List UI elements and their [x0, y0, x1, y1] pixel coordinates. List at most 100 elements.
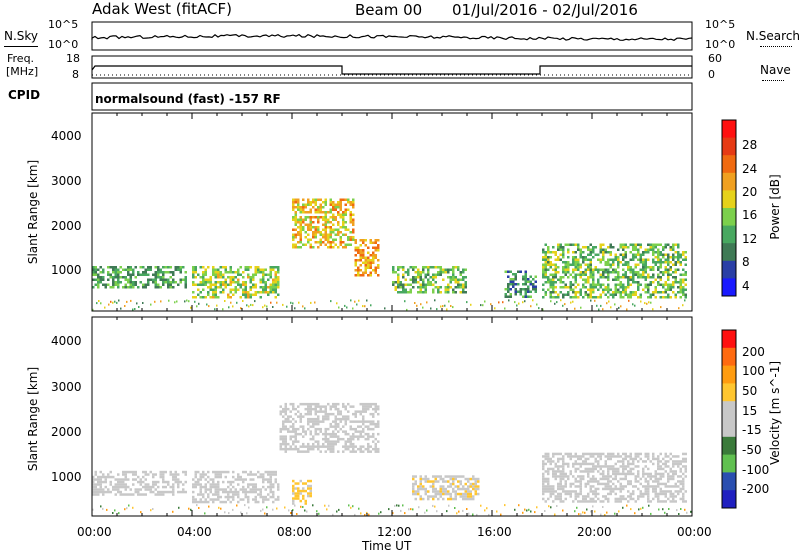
heatmap-cell	[577, 467, 580, 471]
heatmap-cell	[449, 276, 452, 279]
heatmap-cell	[677, 490, 680, 493]
heatmap-cell	[514, 290, 517, 293]
heatmap-cell	[399, 291, 402, 294]
heatmap-cell	[657, 467, 660, 471]
heatmap-cell	[259, 268, 262, 271]
heatmap-cell	[594, 253, 597, 256]
heatmap-cell	[109, 286, 112, 289]
heatmap-cell	[237, 475, 240, 479]
heatmap-cell	[314, 198, 317, 201]
heatmap-cell	[577, 457, 580, 461]
heatmap-cell	[674, 470, 677, 473]
heatmap-cell	[609, 251, 612, 254]
heatmap-cell	[572, 263, 575, 266]
heatmap-cell	[357, 251, 360, 254]
heatmap-cell	[657, 281, 660, 284]
heatmap-cell	[544, 266, 547, 269]
heatmap-cell	[97, 278, 100, 281]
heatmap-cell	[304, 203, 307, 206]
heatmap-cell	[599, 477, 602, 481]
heatmap-cell	[162, 271, 165, 274]
freq-left-tick-top: 18	[66, 52, 80, 65]
ground-scatter-cell	[484, 300, 486, 303]
heatmap-cell	[564, 263, 567, 266]
heatmap-cell	[282, 425, 285, 428]
heatmap-cell	[277, 286, 280, 289]
heatmap-cell	[599, 268, 602, 271]
heatmap-cell	[344, 213, 347, 216]
heatmap-cell	[637, 465, 640, 468]
ground-scatter-cell	[188, 507, 190, 510]
heatmap-cell	[184, 281, 187, 284]
heatmap-cell	[534, 290, 537, 293]
heatmap-cell	[359, 274, 362, 277]
ground-scatter-cell	[542, 308, 544, 311]
heatmap-cell	[194, 483, 197, 486]
heatmap-cell	[327, 432, 330, 436]
heatmap-cell	[317, 402, 320, 406]
heatmap-cell	[432, 485, 435, 488]
heatmap-cell	[559, 243, 562, 246]
heatmap-cell	[372, 435, 375, 438]
heatmap-cell	[257, 271, 260, 274]
heatmap-cell	[314, 201, 317, 204]
heatmap-cell	[159, 278, 162, 281]
heatmap-cell	[544, 462, 547, 466]
heatmap-cell	[322, 432, 325, 436]
heatmap-cell	[254, 485, 257, 489]
heatmap-cell	[314, 203, 317, 206]
heatmap-cell	[214, 473, 217, 476]
heatmap-cell	[627, 462, 630, 466]
heatmap-cell	[562, 490, 565, 493]
heatmap-cell	[619, 490, 622, 493]
heatmap-cell	[619, 485, 622, 488]
heatmap-cell	[149, 266, 152, 269]
heatmap-cell	[217, 495, 220, 499]
heatmap-cell	[664, 283, 667, 286]
heatmap-cell	[349, 211, 352, 214]
heatmap-cell	[244, 488, 247, 491]
heatmap-cell	[299, 246, 302, 249]
heatmap-cell	[477, 485, 480, 488]
heatmap-cell	[179, 480, 182, 484]
heatmap-cell	[612, 271, 615, 274]
heatmap-cell	[107, 490, 110, 494]
heatmap-cell	[92, 493, 95, 496]
heatmap-cell	[352, 228, 355, 231]
heatmap-cell	[647, 452, 650, 456]
heatmap-cell	[114, 281, 117, 284]
heatmap-cell	[302, 445, 305, 448]
heatmap-cell	[554, 273, 557, 276]
heatmap-cell	[262, 473, 265, 476]
heatmap-cell	[134, 478, 137, 481]
heatmap-cell	[559, 253, 562, 256]
heatmap-cell	[414, 278, 417, 281]
heatmap-cell	[564, 492, 567, 496]
heatmap-cell	[297, 405, 300, 408]
heatmap-cell	[607, 291, 610, 294]
heatmap-cell	[589, 490, 592, 493]
heatmap-cell	[614, 286, 617, 289]
heatmap-cell	[144, 493, 147, 496]
heatmap-cell	[667, 283, 670, 286]
heatmap-cell	[624, 291, 627, 294]
heatmap-cell	[654, 296, 657, 299]
heatmap-cell	[369, 239, 372, 242]
heatmap-cell	[242, 288, 245, 291]
heatmap-cell	[294, 221, 297, 224]
heatmap-cell	[639, 261, 642, 264]
heatmap-cell	[297, 487, 300, 490]
heatmap-cell	[307, 487, 310, 490]
heatmap-cell	[287, 420, 290, 423]
heatmap-cell	[669, 286, 672, 289]
heatmap-cell	[129, 266, 132, 269]
ground-scatter-cell	[590, 510, 592, 513]
heatmap-cell	[279, 437, 282, 441]
heatmap-cell	[607, 278, 610, 281]
heatmap-cell	[284, 445, 287, 448]
heatmap-cell	[314, 236, 317, 239]
heatmap-cell	[294, 236, 297, 239]
heatmap-cell	[442, 492, 445, 496]
heatmap-cell	[184, 276, 187, 279]
heatmap-cell	[369, 450, 372, 453]
